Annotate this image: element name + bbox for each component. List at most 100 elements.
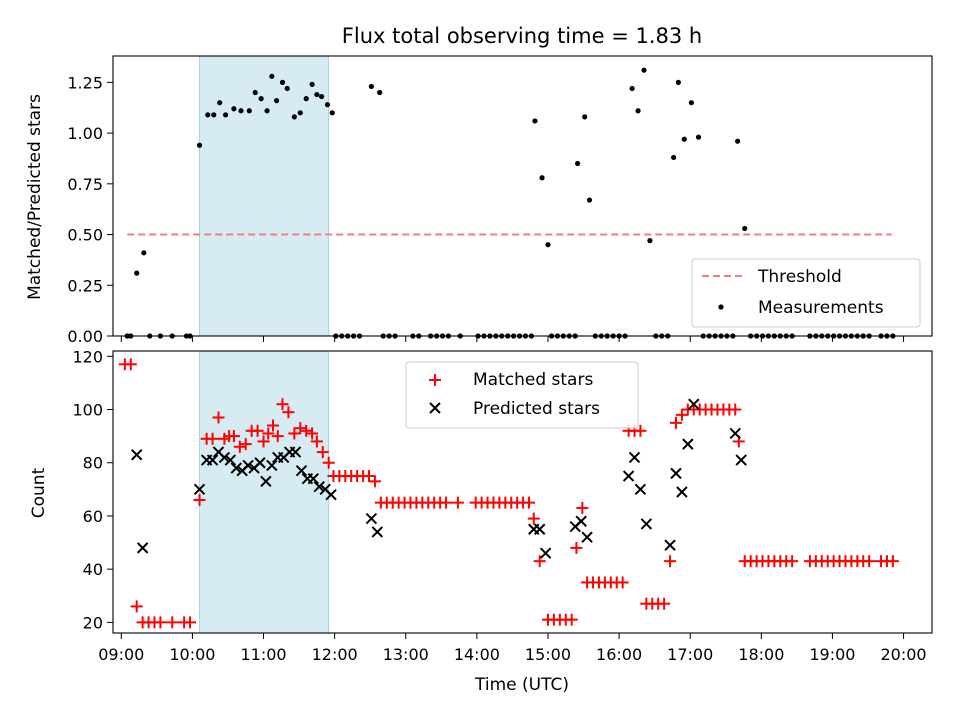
bottom-y-tick-label: 60 (83, 507, 103, 526)
predicted-stars-point-b (365, 512, 378, 525)
predicted-stars-point-b (289, 446, 302, 458)
measurement-point (742, 225, 748, 232)
predicted-stars-point (670, 467, 682, 480)
matched-stars-point (368, 475, 381, 488)
predicted-stars-point-b (371, 526, 384, 538)
bottom-shaded-interval (199, 350, 330, 634)
predicted-stars-point-b (212, 446, 225, 458)
top-plot: 0.00 0.25 0.50 0.75 1.00 1.25 (67, 55, 933, 346)
top-y-tick-label: 1.25 (67, 73, 103, 92)
measurement-point (309, 81, 315, 88)
bottom-y-tick-label: 100 (72, 401, 103, 420)
predicted-stars-point (206, 454, 219, 466)
x-tick-label: 16:00 (596, 645, 642, 664)
measurement-point (141, 250, 147, 256)
predicted-stars-point-b (193, 483, 206, 496)
measurement-point (284, 85, 290, 92)
top-legend-frame (691, 258, 921, 328)
matched-stars-point (523, 496, 536, 509)
legend-predicted-swatch (429, 402, 441, 414)
matched-stars-point (124, 358, 137, 371)
predicted-stars-point-b (634, 483, 647, 496)
predicted-stars-point-b (313, 480, 325, 493)
predicted-stars-point (313, 480, 325, 493)
predicted-stars-point-b (254, 457, 266, 469)
matched-stars-point (886, 555, 899, 568)
predicted-stars-point-b (224, 454, 237, 466)
predicted-stars-point-b (230, 462, 242, 474)
matched-stars-point (310, 435, 323, 448)
top-chart-title: Flux total observing time = 1.83 h (342, 24, 702, 48)
legend-threshold-label: Threshold (757, 267, 842, 287)
predicted-stars-point (664, 539, 676, 551)
predicted-stars-point (575, 515, 587, 527)
bottom-y-axis-label: Count (29, 467, 49, 518)
predicted-stars-point-b (260, 475, 272, 488)
predicted-stars-point-b (575, 515, 587, 527)
measurement-point (291, 114, 297, 120)
matched-stars-point (282, 406, 295, 419)
predicted-stars-point (307, 472, 320, 485)
matched-stars-point (227, 430, 240, 443)
measurement-point (735, 138, 741, 144)
matched-stars-point (233, 440, 246, 453)
matched-stars-point (576, 501, 589, 514)
predicted-stars-point (254, 457, 266, 469)
measurement-point (688, 100, 694, 106)
matched-stars-point (288, 427, 301, 440)
predicted-stars-point (371, 526, 384, 538)
predicted-stars-point-b (676, 486, 688, 498)
predicted-stars-point-b (307, 472, 320, 485)
predicted-stars-point-b (266, 459, 278, 472)
matched-stars-point (262, 427, 275, 440)
matched-stars-point (184, 616, 197, 629)
legend-measurements-label: Measurements (758, 298, 884, 318)
predicted-stars-point (539, 547, 552, 559)
measurement-point (205, 112, 211, 118)
measurement-point (314, 91, 320, 98)
matched-stars-point (316, 446, 329, 459)
measurement-point (222, 112, 229, 118)
predicted-stars-point-b (136, 542, 149, 554)
x-tick-label: 12:00 (312, 645, 358, 664)
bottom-y-tick-label: 80 (83, 454, 103, 473)
top-y-axis-label: Matched/Predicted stars (25, 94, 45, 300)
matched-stars-point (251, 424, 264, 437)
predicted-stars-point (682, 438, 694, 450)
predicted-stars-point (581, 531, 593, 543)
predicted-stars-point (218, 451, 231, 464)
top-axes-frame (112, 55, 933, 337)
measurement-point (675, 79, 681, 85)
measurement-point (695, 134, 702, 140)
legend-matched-label: Matched stars (473, 370, 593, 390)
top-y-tick-label: 0.50 (67, 226, 103, 245)
predicted-stars-point-b (664, 539, 676, 551)
measurement-point (671, 154, 677, 161)
matched-stars-point (212, 411, 225, 424)
predicted-stars-point-b (622, 470, 635, 482)
top-y-tick-label: 0.75 (67, 175, 103, 194)
predicted-stars-point (289, 446, 302, 458)
legend-predicted-label: Predicted stars (473, 399, 600, 419)
predicted-stars-point (260, 475, 272, 488)
matched-stars-point (634, 424, 647, 437)
measurement-point (586, 197, 593, 203)
measurement-point (319, 93, 325, 100)
predicted-stars-point (136, 542, 149, 554)
matched-stars-point (257, 435, 270, 448)
measurement-point (532, 118, 538, 124)
measurement-point (303, 96, 309, 102)
matched-stars-point (300, 424, 313, 437)
top-shaded-interval (199, 55, 330, 337)
x-tick-label: 10:00 (169, 645, 215, 664)
measurement-point (297, 110, 303, 116)
predicted-stars-point (640, 518, 653, 530)
matched-stars-point (166, 616, 179, 629)
bottom-legend-frame (405, 361, 639, 429)
predicted-stars-point-b (628, 451, 641, 464)
matched-stars-point (664, 555, 677, 568)
matched-stars-point (193, 493, 206, 506)
matched-stars-point (451, 496, 464, 509)
